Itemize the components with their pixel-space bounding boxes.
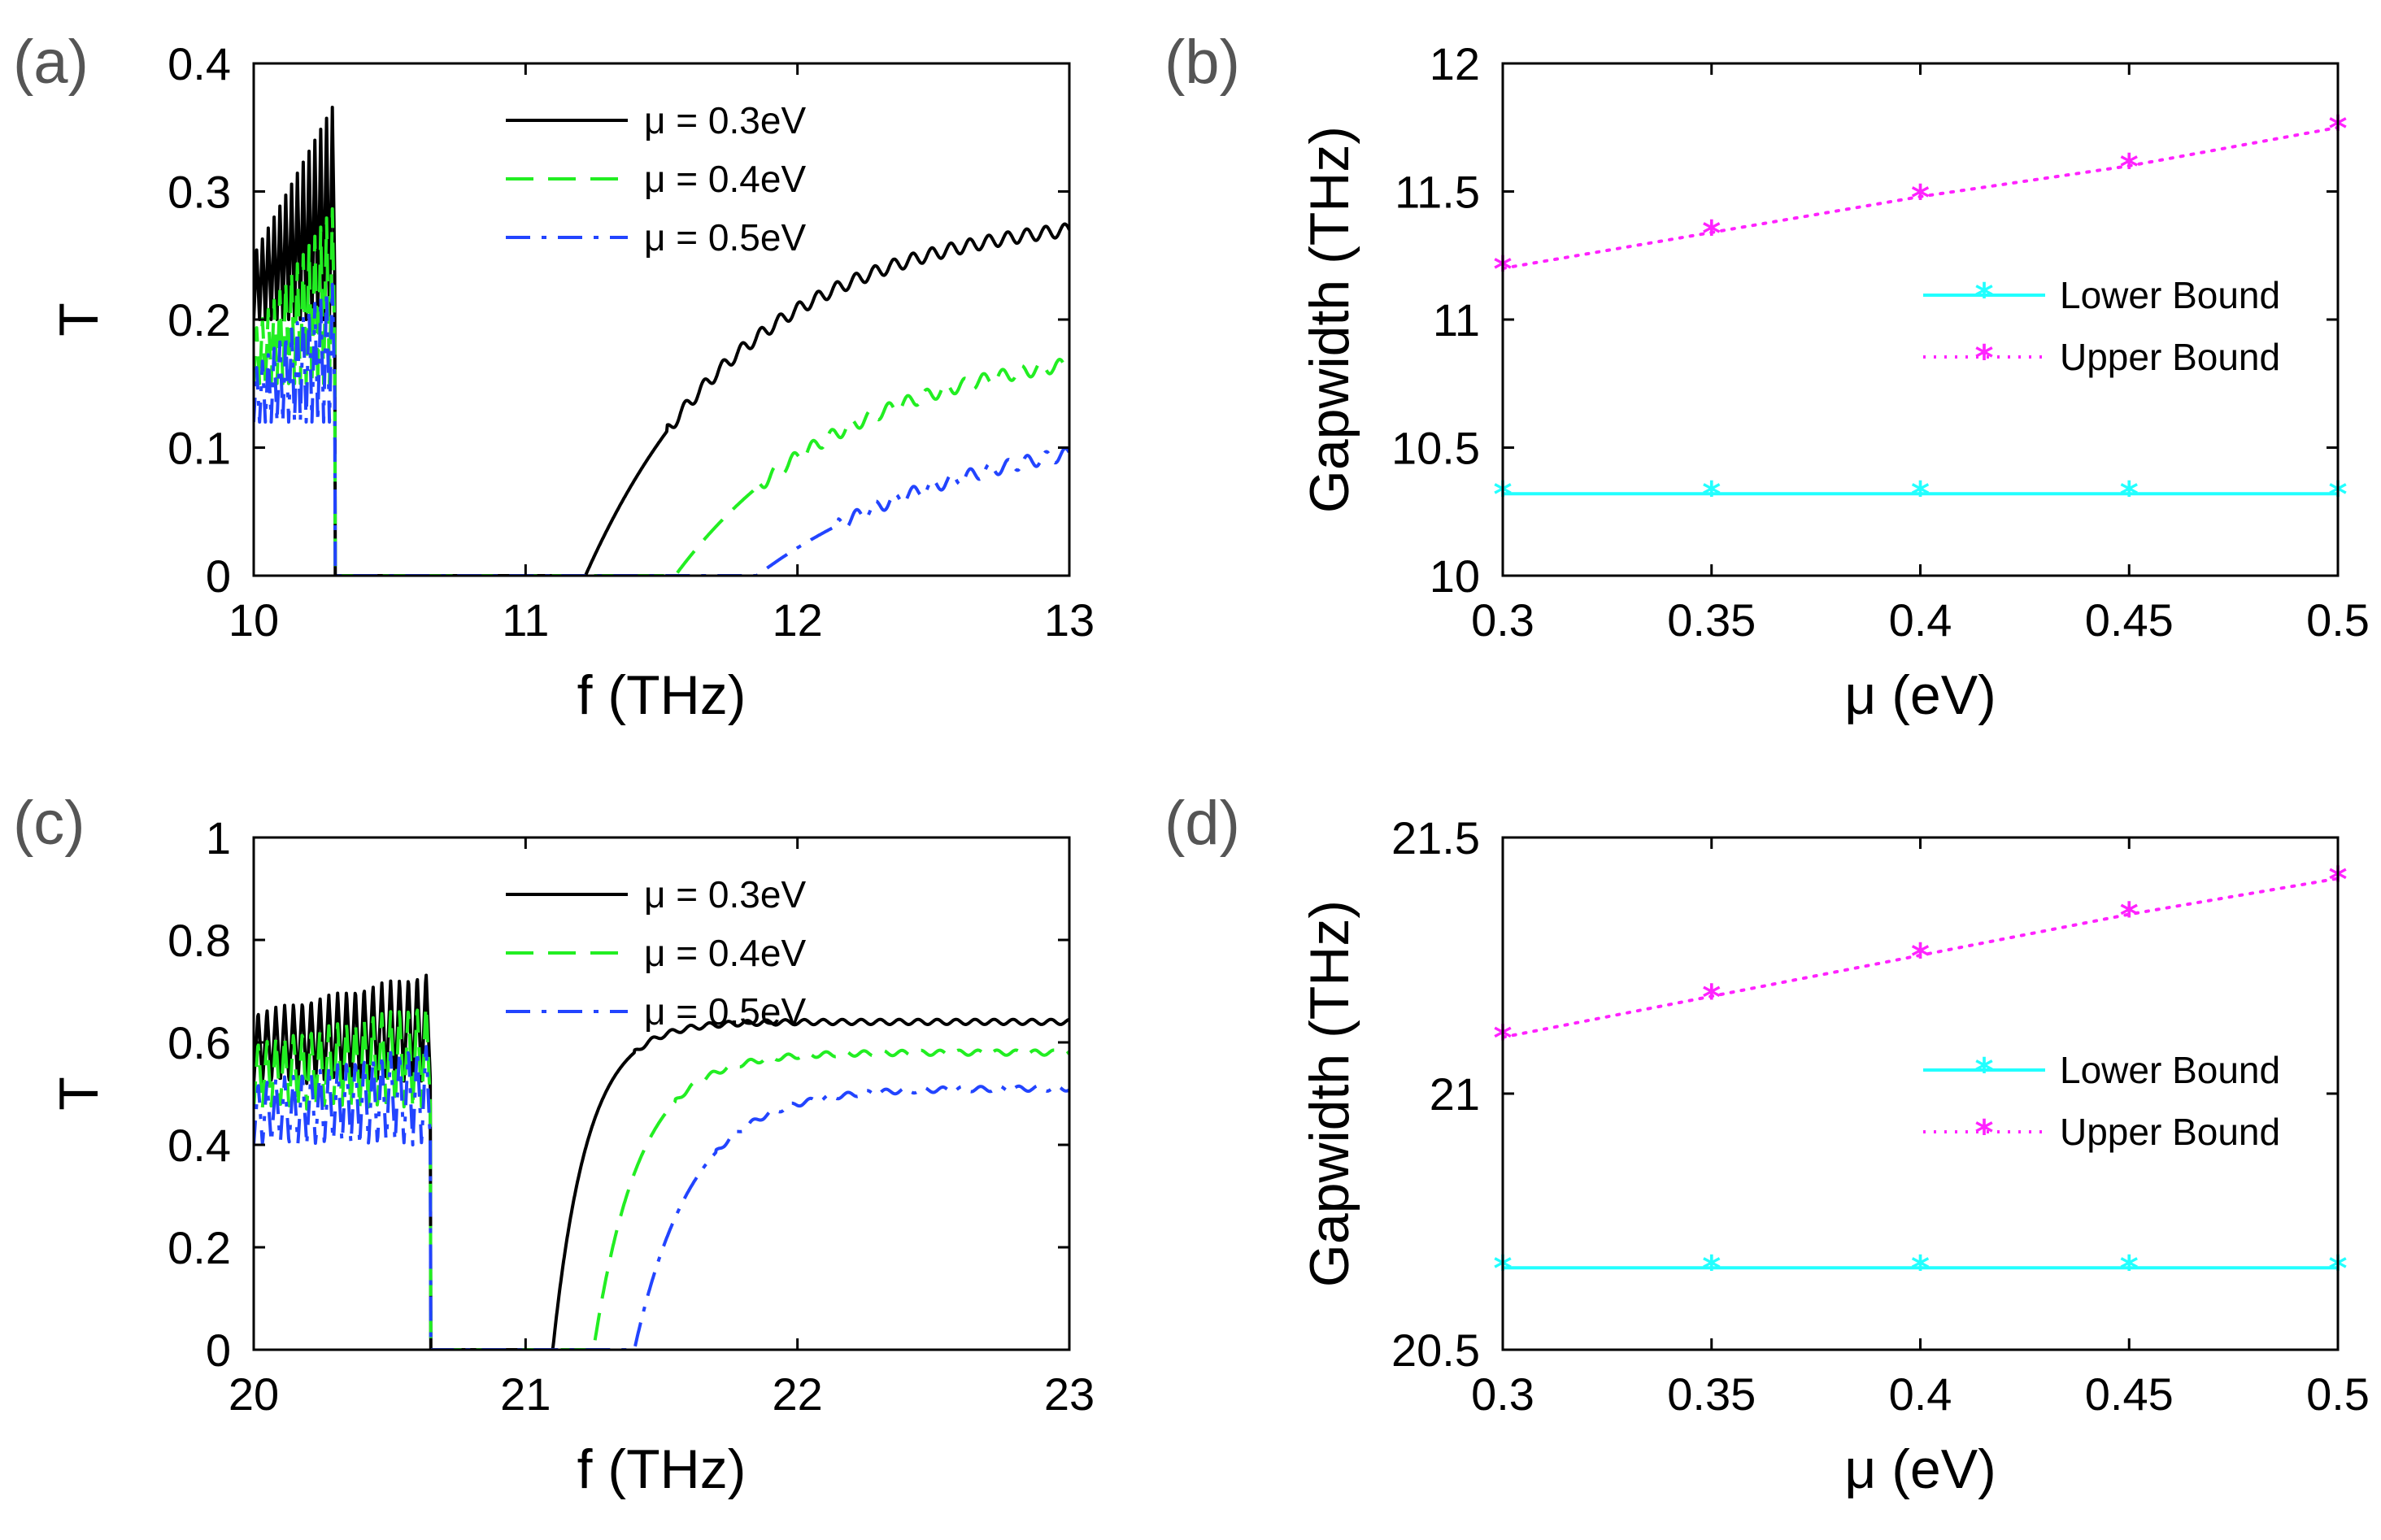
x-tick-label: 0.3 (1471, 594, 1534, 646)
x-axis-title: f (THz) (577, 664, 747, 726)
x-tick-label: 0.35 (1667, 594, 1756, 646)
legend-label: Lower Bound (2060, 274, 2280, 316)
series-line-2 (254, 1004, 1069, 1350)
x-tick-label: 21 (500, 1368, 551, 1420)
y-tick-label: 11 (1433, 294, 1480, 346)
y-tick-label: 0.3 (168, 167, 231, 218)
x-tick-label: 0.3 (1471, 1368, 1534, 1420)
x-tick-label: 22 (773, 1368, 823, 1420)
x-axis-title: μ (eV) (1844, 1438, 1996, 1500)
x-tick-label: 0.45 (2085, 594, 2174, 646)
y-tick-label: 21.5 (1391, 812, 1480, 864)
legend: μ = 0.3eV μ = 0.4eV μ = 0.5eV (506, 873, 806, 1033)
x-tick-label: 11 (502, 594, 549, 646)
data-point-marker: * (1702, 977, 1721, 1018)
y-tick-label: 0.4 (168, 38, 231, 89)
data-point-marker: * (1911, 177, 1930, 219)
data-point-marker: * (1911, 1248, 1930, 1290)
data-point-marker: * (2120, 146, 2139, 188)
y-tick-label: 0.6 (168, 1017, 231, 1068)
legend-label: μ = 0.4eV (644, 932, 806, 974)
x-tick-label: 10 (229, 594, 279, 646)
x-tick-label: 23 (1044, 1368, 1095, 1420)
y-axis-title: Gapwidth (THz) (1299, 126, 1360, 513)
x-tick-label: 0.4 (1889, 594, 1952, 646)
x-tick-label: 20 (229, 1368, 279, 1420)
y-tick-label: 11.5 (1395, 167, 1480, 218)
y-tick-label: 0.8 (168, 915, 231, 966)
x-axis-title: μ (eV) (1844, 664, 1996, 726)
y-tick-label: 1 (206, 812, 231, 864)
y-tick-label: 10 (1430, 550, 1480, 602)
y-axis-title: Gapwidth (THz) (1299, 900, 1360, 1287)
legend: * Lower Bound * Upper Bound (1923, 274, 2280, 379)
panel-label: (b) (1164, 28, 1240, 97)
x-axis-title: f (THz) (577, 1438, 747, 1500)
y-axis-title: T (48, 1077, 110, 1111)
y-axis-title: T (48, 302, 110, 337)
y-tick-label: 0.2 (168, 294, 231, 346)
series-line-2 (1503, 877, 2338, 1039)
data-point-marker: * (1702, 1248, 1721, 1290)
data-point-marker: * (2120, 1248, 2139, 1290)
legend-label: μ = 0.5eV (644, 990, 806, 1033)
series-line-2 (254, 207, 1069, 576)
x-tick-label: 0.45 (2085, 1368, 2174, 1420)
panel-label: (d) (1164, 789, 1240, 858)
y-tick-label: 0 (206, 550, 231, 602)
series-line-1 (254, 973, 1069, 1350)
x-tick-label: 13 (1044, 594, 1095, 646)
legend-label: Lower Bound (2060, 1049, 2280, 1091)
axes-frame (252, 836, 1071, 1351)
series-line-1 (254, 106, 1069, 576)
series-line-3 (254, 282, 1069, 576)
legend-marker: * (1974, 1112, 1993, 1154)
data-point-marker: * (2120, 895, 2139, 937)
plot-area (254, 973, 1069, 1350)
x-tick-label: 0.5 (2306, 1368, 2370, 1420)
legend-label: μ = 0.3eV (644, 873, 806, 916)
data-point-marker: * (2120, 474, 2139, 516)
legend-marker: * (1974, 276, 1993, 317)
data-point-marker: * (1702, 474, 1721, 516)
x-tick-label: 12 (773, 594, 823, 646)
x-tick-label: 0.4 (1889, 1368, 1952, 1420)
y-tick-label: 12 (1430, 38, 1480, 89)
data-point-marker: * (1911, 474, 1930, 516)
y-tick-label: 10.5 (1391, 423, 1480, 474)
legend: μ = 0.3eV μ = 0.4eV μ = 0.5eV (506, 99, 806, 259)
legend-marker: * (1974, 337, 1993, 379)
y-tick-label: 0 (206, 1325, 231, 1376)
y-tick-label: 0.4 (168, 1120, 231, 1171)
data-point-marker: * (1911, 936, 1930, 977)
plot-area (254, 106, 1069, 576)
legend-label: μ = 0.4eV (644, 158, 806, 200)
series-line-3 (254, 1045, 1069, 1350)
plot-area (1503, 125, 2338, 496)
panel-label: (c) (13, 789, 85, 858)
legend-marker: * (1974, 1051, 1993, 1092)
y-tick-label: 0.2 (168, 1222, 231, 1273)
chart-panel-b: (b)* * * * ******0.3 0.35 0.4 0.45 0.51010.51111… (1164, 28, 2370, 726)
y-tick-label: 0.1 (168, 423, 231, 474)
legend-label: Upper Bound (2060, 336, 2280, 378)
legend-label: μ = 0.3eV (644, 99, 806, 141)
legend-label: Upper Bound (2060, 1111, 2280, 1153)
chart-panel-a: (a) 10 11 12 13 0 0.1 0.2 0.3 0.4 f (THz) Tμ = 0.3e… (13, 28, 1095, 726)
x-tick-label: 0.35 (1667, 1368, 1756, 1420)
plot-area (1503, 877, 2338, 1270)
chart-panel-d: (d)* * * * ******0.3 0.35 0.4 0.45 0.520.52121.5… (1164, 789, 2370, 1500)
series-line-2 (1503, 125, 2338, 270)
y-tick-label: 21 (1430, 1068, 1480, 1120)
data-point-marker: * (1702, 213, 1721, 254)
legend: * Lower Bound * Upper Bound (1923, 1049, 2280, 1154)
legend-label: μ = 0.5eV (644, 216, 806, 259)
chart-panel-c: (c) 20 21 22 23 0 0.2 0.4 0.6 0.8 1 f (THz) Tμ = 0.3… (13, 789, 1095, 1500)
y-tick-label: 20.5 (1391, 1325, 1480, 1376)
x-tick-label: 0.5 (2306, 594, 2370, 646)
panel-label: (a) (13, 28, 89, 97)
